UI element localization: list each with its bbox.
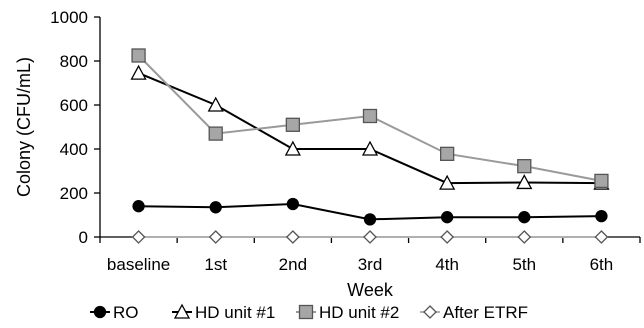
data-point-after-etrf — [131, 230, 146, 244]
x-tick-label: 5th — [512, 255, 536, 274]
legend-swatch-marker — [173, 303, 191, 319]
data-point-hd-unit-2 — [362, 108, 378, 124]
data-point-after-etrf — [517, 230, 532, 244]
y-axis-title: Colony (CFU/mL) — [14, 57, 34, 197]
legend-label: After ETRF — [443, 303, 528, 322]
data-point-ro — [209, 201, 222, 214]
legend-swatch-marker — [423, 305, 437, 319]
y-tick-label: 200 — [60, 184, 88, 203]
data-point-hd-unit-2 — [594, 173, 609, 189]
data-point-hd-unit-2 — [439, 146, 455, 161]
legend-label: HD unit #2 — [319, 303, 399, 322]
x-axis-title: Week — [347, 280, 394, 300]
data-point-hd-unit-1 — [130, 64, 147, 80]
legend-item-ro: RO — [90, 303, 139, 322]
x-axis-ticks: baseline 1st 2nd 3rd 4th 5th 6th — [99, 237, 641, 274]
data-point-hd-unit-1 — [284, 140, 301, 156]
series-ro — [132, 197, 608, 226]
data-point-ro — [440, 211, 454, 224]
data-point-ro — [363, 213, 377, 226]
legend-label: RO — [113, 303, 139, 322]
y-tick-label: 1000 — [50, 8, 88, 27]
legend-swatch-marker — [298, 304, 314, 320]
y-tick-label: 400 — [60, 140, 88, 159]
series-after-etrf — [131, 230, 609, 244]
data-point-hd-unit-2 — [517, 159, 532, 174]
series-hd-unit-2 — [131, 48, 609, 189]
data-point-after-etrf — [208, 230, 223, 244]
data-point-ro — [595, 209, 608, 223]
legend-item-hd-unit-1: HD unit #1 — [172, 303, 275, 322]
x-tick-label: baseline — [107, 255, 170, 274]
data-point-ro — [132, 200, 145, 213]
legend-item-hd-unit-2: HD unit #2 — [296, 303, 399, 322]
axes — [99, 17, 640, 238]
x-tick-label: 6th — [590, 255, 614, 274]
series-line-hd-unit-1 — [138, 72, 602, 185]
data-point-after-etrf — [594, 230, 609, 244]
y-axis-ticks: 0 200 400 600 800 1000 — [50, 8, 100, 247]
data-point-after-etrf — [285, 230, 300, 244]
y-tick-label: 0 — [79, 228, 88, 247]
data-point-after-etrf — [363, 230, 377, 244]
legend-item-after-etrf: After ETRF — [420, 303, 528, 322]
data-point-hd-unit-1 — [516, 174, 533, 190]
data-point-hd-unit-1 — [361, 140, 379, 156]
plot-area — [130, 48, 610, 244]
legend-swatch-marker — [93, 305, 107, 319]
x-tick-label: 1st — [204, 255, 227, 274]
data-point-hd-unit-1 — [207, 96, 224, 112]
data-point-ro — [286, 197, 300, 211]
y-tick-label: 800 — [60, 52, 88, 71]
legend-label: HD unit #1 — [195, 303, 275, 322]
x-tick-label: 3rd — [358, 255, 383, 274]
data-point-ro — [518, 211, 531, 224]
series-hd-unit-1 — [130, 64, 610, 190]
data-point-hd-unit-2 — [285, 117, 301, 132]
data-point-hd-unit-2 — [131, 48, 146, 63]
data-point-after-etrf — [440, 230, 455, 244]
x-tick-label: 2nd — [279, 255, 307, 274]
data-point-hd-unit-2 — [208, 126, 223, 141]
data-point-hd-unit-1 — [439, 174, 456, 190]
y-tick-label: 600 — [60, 96, 88, 115]
x-tick-label: 4th — [435, 255, 459, 274]
legend: RO HD unit #1 HD unit #2 After ETRF — [90, 303, 528, 322]
